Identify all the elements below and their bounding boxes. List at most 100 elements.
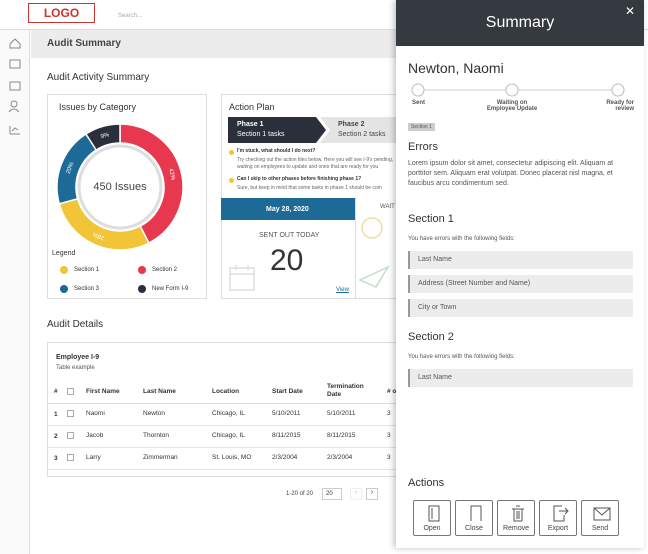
legend-title: Legend [52,250,76,257]
table-cell: 3 [387,432,391,439]
close-button[interactable]: ✕ [625,4,636,18]
legend-label: Section 3 [74,286,100,292]
table-title: Employee I-9 [56,354,100,361]
donut-center-label: 450 Issues [93,181,147,193]
errors-title: Errors [408,141,438,153]
table-row [48,404,397,426]
table-row [48,448,397,470]
checkbox[interactable] [67,410,74,417]
legend-swatch [138,266,146,274]
step-label: Sent [412,100,426,106]
checkbox[interactable] [67,432,74,439]
action-button[interactable]: Open [413,500,451,536]
legend-label: Section 1 [74,267,100,273]
table-cell: Chicago, IL [212,432,245,439]
tile-status: WAIT [380,204,395,210]
segment-label: 20% [66,161,76,175]
table-header-row [48,380,397,404]
faq-answer: Try checking out the action tiles below.… [237,157,394,163]
table-cell: Thornton [143,432,170,439]
panel-title: Summary [485,14,555,31]
faq-answer: Sure, but keep in mind that some tasks i… [237,185,382,191]
tile-icons [358,217,390,288]
next-page[interactable]: › [366,488,378,500]
section-title: Section 1 [408,213,454,225]
section-title: Audit Details [47,319,104,330]
prev-page[interactable]: ‹ [350,488,362,500]
column-header: Termination Date [327,383,364,398]
column-header: # [54,388,58,395]
action-button[interactable]: Remove [497,500,535,536]
donut-chart: 42% 28% 20% 9% 450 Issues [56,123,184,251]
section-intro: You have errors with the following field… [408,354,515,360]
action-icon [593,507,611,521]
side-panel [396,0,644,548]
errors-text: Lorem ipsum dolor sit amet, consectetur … [408,160,614,187]
action-button[interactable]: Close [455,500,493,536]
section-title: Section 2 [408,331,454,343]
tile-date: May 28, 2020 [266,206,309,213]
phase-name: Phase 2 [338,121,365,128]
pagination: 1-20 of 20 [286,491,314,497]
table-cell: 8/11/2015 [327,432,356,439]
error-field: Last Name [408,369,633,387]
stepper [411,83,625,97]
table-card [47,342,397,477]
checkbox[interactable] [67,454,74,461]
action-icon [553,505,569,522]
column-header: # o [387,388,397,395]
tile-status: SENT OUT TODAY [259,232,320,239]
card-title: Action Plan [229,102,275,112]
action-icon [512,505,524,522]
table-cell: Chicago, IL [212,410,245,417]
page-title: Audit Summary [47,38,121,49]
segment-label: 42% [167,168,176,182]
tile-header [221,198,355,220]
section-title: Audit Activity Summary [47,72,150,83]
checkbox [67,388,74,395]
actions-title: Actions [408,477,445,489]
phase-name: Phase 1 [237,121,264,128]
tag: Section 1 [408,123,435,131]
page-size[interactable]: 20 [322,488,342,500]
panel-header [396,0,644,46]
table-cell: Naomi [86,410,105,417]
step-label: Waiting on Employee Update [486,100,538,112]
section-intro: You have errors with the following field… [408,236,515,242]
tile-link[interactable]: View [336,287,349,293]
sidebar-icons[interactable] [6,34,24,144]
error-field: City or Town [408,299,633,317]
table-row [48,426,397,448]
phase-bar [228,117,397,143]
action-button[interactable]: Send [581,500,619,536]
table-cell: St. Louis, MO [212,454,252,461]
bullet [229,150,234,155]
column-header: Last Name [143,388,176,395]
segment-label: 9% [100,132,111,140]
legend-swatch [60,285,68,293]
table-cell: 5/10/2011 [327,410,356,417]
search[interactable]: Search... [118,13,143,19]
legend-swatch [60,266,68,274]
donut-inner-ring [77,144,163,230]
faq-answer: waiting on employees to update and ones … [237,164,379,170]
calendar-icon [229,265,255,291]
bullet [229,178,234,183]
action-icon [470,505,482,521]
action-button[interactable]: Export [539,500,577,536]
phase-tasks: Section 1 tasks [237,131,285,138]
employee-name: Newton, Naomi [408,60,504,76]
legend-label: New Form I-9 [152,286,189,292]
legend-swatch [138,285,146,293]
donut-segment [84,123,121,152]
table-cell: 3 [387,410,391,417]
table-cell: 2/3/2004 [272,454,298,461]
faq-question: I'm stuck, what should I do next? [237,148,316,154]
card-title: Issues by Category [59,102,137,112]
table-cell: 3 [54,455,58,462]
page-header [31,30,397,58]
table-cell: 5/10/2011 [272,410,301,417]
table-cell: Jacob [86,432,104,439]
table-cell: 2/3/2004 [327,454,353,461]
